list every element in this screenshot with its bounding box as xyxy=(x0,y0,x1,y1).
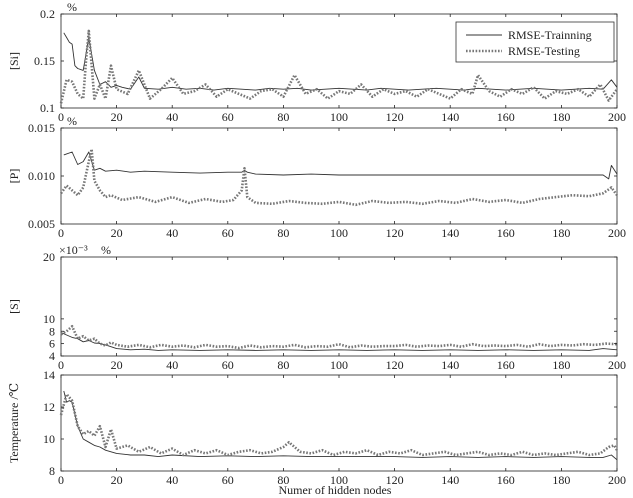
x-tick-label: 40 xyxy=(166,226,178,240)
x-tick-label: 80 xyxy=(277,358,289,372)
y-tick-label: 14 xyxy=(43,368,55,382)
x-tick-label: 0 xyxy=(58,473,64,487)
x-tick-label: 180 xyxy=(552,358,570,372)
series-line-testing xyxy=(59,29,619,104)
plot-frame xyxy=(60,127,618,225)
x-tick-label: 160 xyxy=(497,473,515,487)
x-tick-label: 0 xyxy=(58,226,64,240)
x-tick-label: 120 xyxy=(386,473,404,487)
x-tick-label: 80 xyxy=(277,473,289,487)
x-tick-label: 200 xyxy=(608,110,626,124)
chart-panel-2: 0 20 40 60 80 100 120 140 160 180 200 0.005 0.010 0.0… xyxy=(7,114,626,240)
y-tick-label: 0.015 xyxy=(28,121,55,135)
x-tick-label: 160 xyxy=(497,110,515,124)
x-axis-label: Numer of hidden nodes xyxy=(279,483,392,497)
y-axis-multiplier: ×10⁻³ xyxy=(59,243,88,257)
x-tick-label: 140 xyxy=(441,226,459,240)
legend: RMSE-Trainning RMSE-Testing xyxy=(455,21,615,63)
x-tick-label: 40 xyxy=(166,473,178,487)
plot-frame xyxy=(60,256,618,357)
y-tick-label: 8 xyxy=(49,324,55,338)
y-axis-unit: % xyxy=(67,114,77,128)
x-tick-label: 100 xyxy=(330,110,348,124)
x-tick-label: 40 xyxy=(166,358,178,372)
x-tick-label: 140 xyxy=(441,110,459,124)
series-line-training xyxy=(63,151,618,180)
x-tick-label: 160 xyxy=(497,358,515,372)
y-tick-label: 0.2 xyxy=(40,7,55,21)
x-tick-label: 60 xyxy=(222,110,234,124)
x-tick-label: 0 xyxy=(58,358,64,372)
series-line-training xyxy=(63,390,618,461)
x-tick-label: 140 xyxy=(441,473,459,487)
x-tick-label: 180 xyxy=(552,110,570,124)
y-tick-label: 12 xyxy=(43,400,55,414)
x-tick-label: 100 xyxy=(330,358,348,372)
x-tick-label: 180 xyxy=(552,226,570,240)
y-tick-label: 6 xyxy=(49,337,55,351)
x-tick-label: 120 xyxy=(386,110,404,124)
series-line-testing xyxy=(59,147,619,207)
y-tick-label: 10 xyxy=(43,312,55,326)
y-axis-unit: % xyxy=(101,243,111,257)
y-axis-label: [Si] xyxy=(7,52,21,70)
chart-panel-1: 0 20 40 60 80 100 120 140 160 180 200 0.1 0.15 0.2 [Si… xyxy=(7,0,626,124)
legend-label-training: RMSE-Trainning xyxy=(508,28,592,42)
x-tick-label: 20 xyxy=(111,110,123,124)
y-axis-label: Temperature /℃ xyxy=(7,383,21,463)
x-tick-label: 100 xyxy=(330,226,348,240)
x-tick-label: 120 xyxy=(386,358,404,372)
y-tick-label: 0.1 xyxy=(40,101,55,115)
x-tick-label: 140 xyxy=(441,358,459,372)
x-tick-label: 20 xyxy=(111,473,123,487)
x-tick-label: 0 xyxy=(58,110,64,124)
y-tick-label: 0.010 xyxy=(28,169,55,183)
series-line-training xyxy=(60,332,618,351)
x-tick-label: 60 xyxy=(222,358,234,372)
x-tick-label: 200 xyxy=(608,226,626,240)
legend-label-testing: RMSE-Testing xyxy=(508,44,580,58)
series-line-testing xyxy=(60,324,618,350)
x-tick-label: 160 xyxy=(497,226,515,240)
x-tick-label: 60 xyxy=(222,226,234,240)
y-tick-label: 4 xyxy=(49,349,55,363)
x-tick-label: 60 xyxy=(222,473,234,487)
y-tick-label: 20 xyxy=(43,250,55,264)
series-line-training xyxy=(63,32,618,91)
x-tick-label: 40 xyxy=(166,110,178,124)
chart-panel-4: 0 20 40 60 80 100 120 140 160 180 200 8 10 12 14 Temper… xyxy=(7,368,626,487)
y-axis-unit: % xyxy=(67,0,77,14)
x-tick-label: 120 xyxy=(386,226,404,240)
y-tick-label: 10 xyxy=(43,432,55,446)
series-line-testing xyxy=(59,392,619,457)
x-tick-label: 80 xyxy=(277,110,289,124)
x-tick-label: 200 xyxy=(608,473,626,487)
legend-box xyxy=(455,21,615,63)
chart-panels: 0 20 40 60 80 100 120 140 160 180 2000.10.150.2[Si… xyxy=(7,0,626,487)
y-tick-label: 0.005 xyxy=(28,217,55,231)
x-tick-label: 200 xyxy=(608,358,626,372)
x-tick-label: 180 xyxy=(552,473,570,487)
x-tick-label: 20 xyxy=(111,358,123,372)
y-axis-label: [P] xyxy=(7,169,21,184)
y-tick-label: 8 xyxy=(49,464,55,478)
x-tick-label: 100 xyxy=(330,473,348,487)
y-axis-label: [S] xyxy=(7,299,21,314)
x-tick-label: 80 xyxy=(277,226,289,240)
x-tick-label: 20 xyxy=(111,226,123,240)
y-tick-label: 0.15 xyxy=(34,54,55,68)
